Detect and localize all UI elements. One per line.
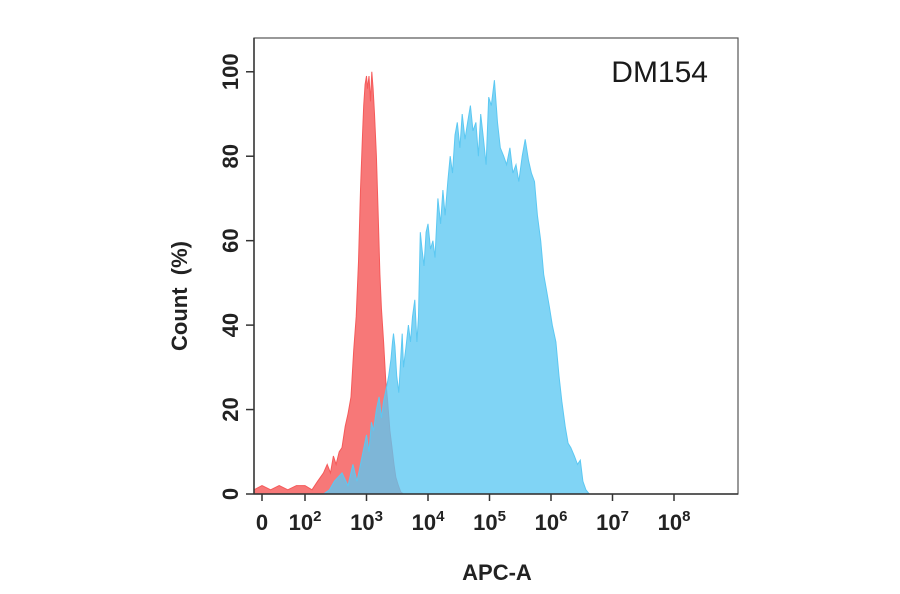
y-tick-label: 40 xyxy=(218,313,243,337)
x-tick-label: 107 xyxy=(596,508,629,535)
y-tick-label: 80 xyxy=(218,144,243,168)
x-tick-label: 108 xyxy=(658,508,691,535)
x-tick-label: 102 xyxy=(289,508,322,535)
x-tick-label: 104 xyxy=(412,508,445,535)
x-axis-title: APC-A xyxy=(462,560,532,585)
x-tick-label: 103 xyxy=(350,508,383,535)
y-axis-ticks: 0 20 40 60 80 100 xyxy=(218,53,254,500)
y-axis-title: Count (%) xyxy=(167,241,192,351)
y-tick-label: 100 xyxy=(218,53,243,90)
sample-annotation: DM154 xyxy=(611,56,708,89)
y-tick-label: 20 xyxy=(218,397,243,421)
x-tick-label: 106 xyxy=(535,508,568,535)
histogram-series-layer xyxy=(253,71,591,495)
y-tick-label: 60 xyxy=(218,228,243,252)
x-tick-label: 0 xyxy=(256,510,268,535)
y-tick-label: 0 xyxy=(218,488,243,500)
x-axis-ticks: 0 102 103 104 105 106 107 108 xyxy=(256,494,691,535)
x-tick-label: 105 xyxy=(473,508,506,535)
histogram-series-2 xyxy=(321,80,591,495)
